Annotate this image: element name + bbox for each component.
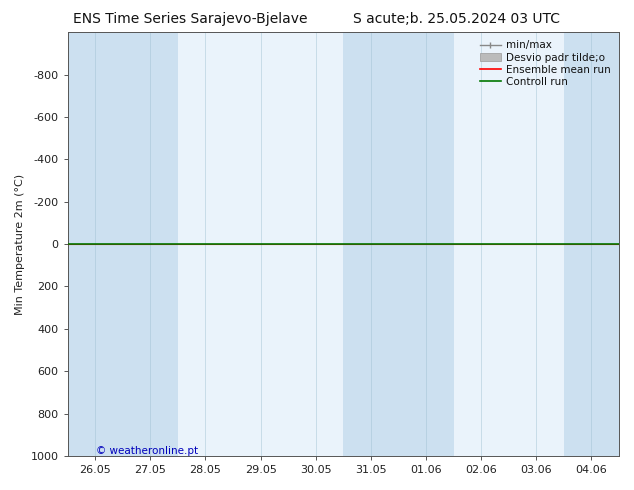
Text: S acute;b. 25.05.2024 03 UTC: S acute;b. 25.05.2024 03 UTC — [353, 12, 560, 26]
Legend: min/max, Desvio padr tilde;o, Ensemble mean run, Controll run: min/max, Desvio padr tilde;o, Ensemble m… — [477, 37, 614, 90]
Y-axis label: Min Temperature 2m (°C): Min Temperature 2m (°C) — [15, 173, 25, 315]
Bar — [343, 32, 398, 456]
Bar — [68, 32, 123, 456]
Bar — [123, 32, 178, 456]
Bar — [564, 32, 619, 456]
Bar — [398, 32, 453, 456]
Text: © weatheronline.pt: © weatheronline.pt — [96, 446, 198, 456]
Text: ENS Time Series Sarajevo-Bjelave: ENS Time Series Sarajevo-Bjelave — [73, 12, 307, 26]
